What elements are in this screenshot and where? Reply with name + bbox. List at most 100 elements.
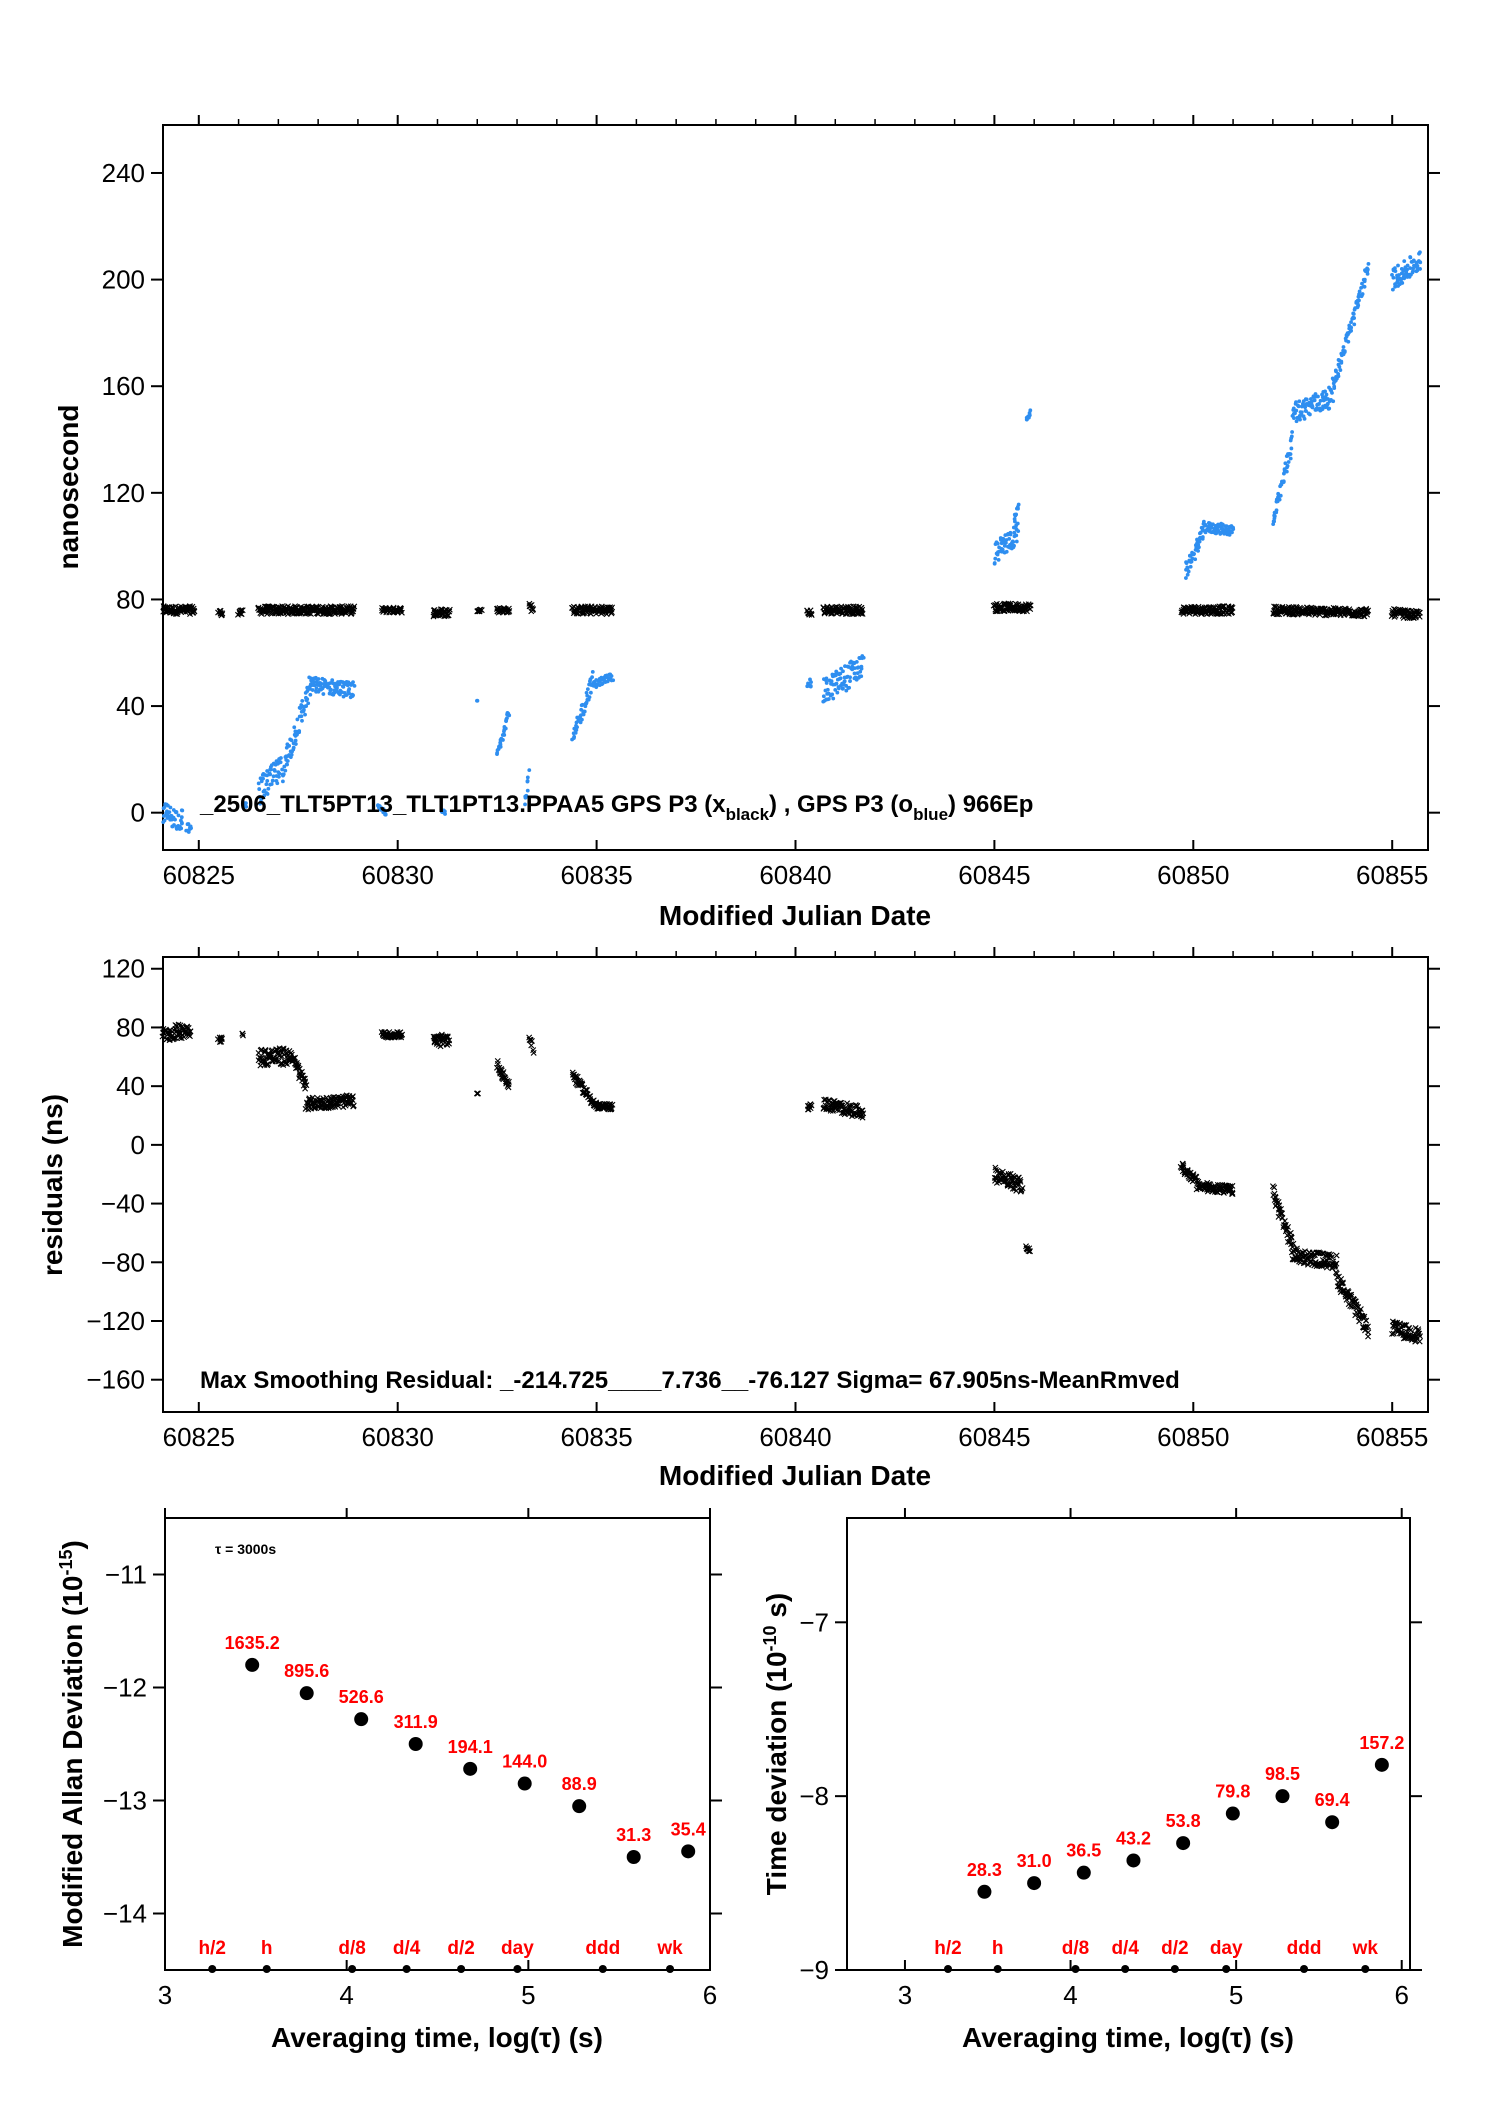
time-offset-o-point <box>265 778 270 783</box>
time-offset-o-point <box>1007 537 1012 541</box>
tdev-point-label: 79.8 <box>1215 1782 1250 1802</box>
time-offset-o-point <box>852 666 857 671</box>
time-offset-o-point <box>268 772 273 777</box>
time-offset-y-tick-label: 0 <box>131 798 145 828</box>
time-offset-o-point <box>269 767 273 772</box>
time-offset-o-point <box>180 808 185 813</box>
mdev-time-marker-label: d/4 <box>393 1938 421 1959</box>
tdev-x-tick-label: 4 <box>1063 1980 1077 2010</box>
time-offset-o-point <box>179 815 184 820</box>
time-offset-o-point <box>525 788 530 793</box>
time-offset-o-point <box>995 541 1000 546</box>
time-offset-y-axis-title: nanosecond <box>53 405 84 570</box>
time-offset-o-point <box>293 738 298 743</box>
time-offset-o-point <box>1291 406 1296 411</box>
time-offset-o-point <box>279 756 283 760</box>
time-offset-o-point <box>507 713 512 718</box>
time-offset-o-point <box>498 742 503 747</box>
time-offset-o-point <box>1012 543 1016 548</box>
time-offset-o-point <box>996 557 1001 562</box>
time-offset-x-point <box>191 608 198 615</box>
time-offset-o-point <box>525 779 530 784</box>
time-offset-o-point <box>475 698 480 703</box>
tdev-x-tick-label: 3 <box>898 1980 912 2010</box>
time-offset-o-point <box>1361 284 1366 289</box>
time-offset-o-point <box>573 730 578 735</box>
time-offset-o-point <box>1201 519 1206 524</box>
time-offset-o-point <box>264 782 269 787</box>
tdev-point <box>1374 1757 1389 1772</box>
time-offset-o-point <box>838 671 843 676</box>
mdev-time-marker-label: h/2 <box>199 1938 226 1959</box>
time-offset-o-point <box>162 805 167 810</box>
mdev-point-label: 194.1 <box>448 1737 493 1757</box>
time-offset-o-point <box>587 695 592 700</box>
time-offset-o-point <box>838 676 843 681</box>
time-offset-o-point <box>501 738 505 742</box>
time-offset-o-point <box>1316 394 1320 399</box>
residuals-x-point <box>239 1032 246 1039</box>
time-offset-o-point <box>285 759 290 763</box>
time-offset-o-point <box>1324 392 1329 397</box>
time-offset-o-point <box>310 688 315 692</box>
time-offset-x-point <box>1023 608 1030 615</box>
time-offset-o-point <box>1027 413 1032 418</box>
time-offset-o-point <box>188 824 193 829</box>
mdev-x-tick-label: 6 <box>703 1980 717 2010</box>
time-offset-o-point <box>1186 569 1191 574</box>
time-offset-x-point <box>267 610 274 617</box>
mdev-y-tick-label: −12 <box>103 1673 147 1703</box>
time-offset-o-point <box>346 688 351 693</box>
time-offset-o-point <box>1189 559 1194 564</box>
time-offset-o-point <box>303 712 307 717</box>
tdev-point <box>1076 1865 1091 1880</box>
time-offset-o-point <box>244 804 249 809</box>
time-offset-o-point <box>1327 406 1332 411</box>
time-offset-x-axis-title: Modified Julian Date <box>659 900 931 931</box>
time-offset-o-point <box>824 681 829 685</box>
time-offset-o-point <box>830 692 835 697</box>
time-offset-o-point <box>1016 529 1021 534</box>
time-offset-o-point <box>1302 416 1307 421</box>
time-offset-o-point <box>299 714 304 719</box>
time-offset-o-point <box>335 684 339 689</box>
time-offset-o-point <box>352 683 357 688</box>
mdev-time-marker <box>348 1965 357 1973</box>
time-offset-o-point <box>283 768 288 773</box>
residuals-panel: 60825 60830 60835 60840 60845 60850 60855 −160 −… <box>37 947 1440 1491</box>
time-offset-o-point <box>308 692 313 697</box>
time-offset-o-point <box>292 725 297 730</box>
time-offset-o-point <box>842 679 847 684</box>
time-offset-o-point <box>1418 260 1423 265</box>
tdev-y-tick-label: −9 <box>799 1955 829 1985</box>
time-offset-o-point <box>1015 521 1020 526</box>
time-offset-o-point <box>600 681 605 686</box>
tdev-point <box>1027 1876 1042 1891</box>
time-offset-o-point <box>1272 514 1277 519</box>
mdev-time-marker-label: day <box>501 1938 534 1959</box>
time-offset-o-point <box>997 549 1002 554</box>
time-offset-o-point <box>1289 434 1294 439</box>
time-offset-o-point <box>841 669 845 674</box>
residuals-x-point <box>186 1033 193 1040</box>
time-offset-o-point <box>1390 272 1394 277</box>
time-offset-o-point <box>259 796 263 800</box>
time-offset-o-point <box>993 556 998 561</box>
mdev-x-tick-label: 4 <box>339 1980 353 2010</box>
time-offset-o-point <box>1288 452 1293 457</box>
time-offset-o-point <box>1391 275 1396 280</box>
time-offset-o-point <box>844 688 849 693</box>
time-offset-o-point <box>1411 258 1416 263</box>
time-offset-o-point <box>1336 374 1341 379</box>
time-offset-o-point <box>581 712 586 717</box>
time-offset-o-point <box>297 730 302 735</box>
tdev-time-marker-label: d/8 <box>1062 1938 1089 1959</box>
time-offset-o-point <box>1197 545 1201 550</box>
time-offset-o-point <box>321 692 326 696</box>
time-offset-x-point <box>1416 609 1423 616</box>
time-offset-o-point <box>312 683 317 688</box>
time-offset-o-point <box>1294 408 1299 413</box>
time-offset-o-point <box>281 772 286 777</box>
time-offset-x-point <box>351 603 358 610</box>
